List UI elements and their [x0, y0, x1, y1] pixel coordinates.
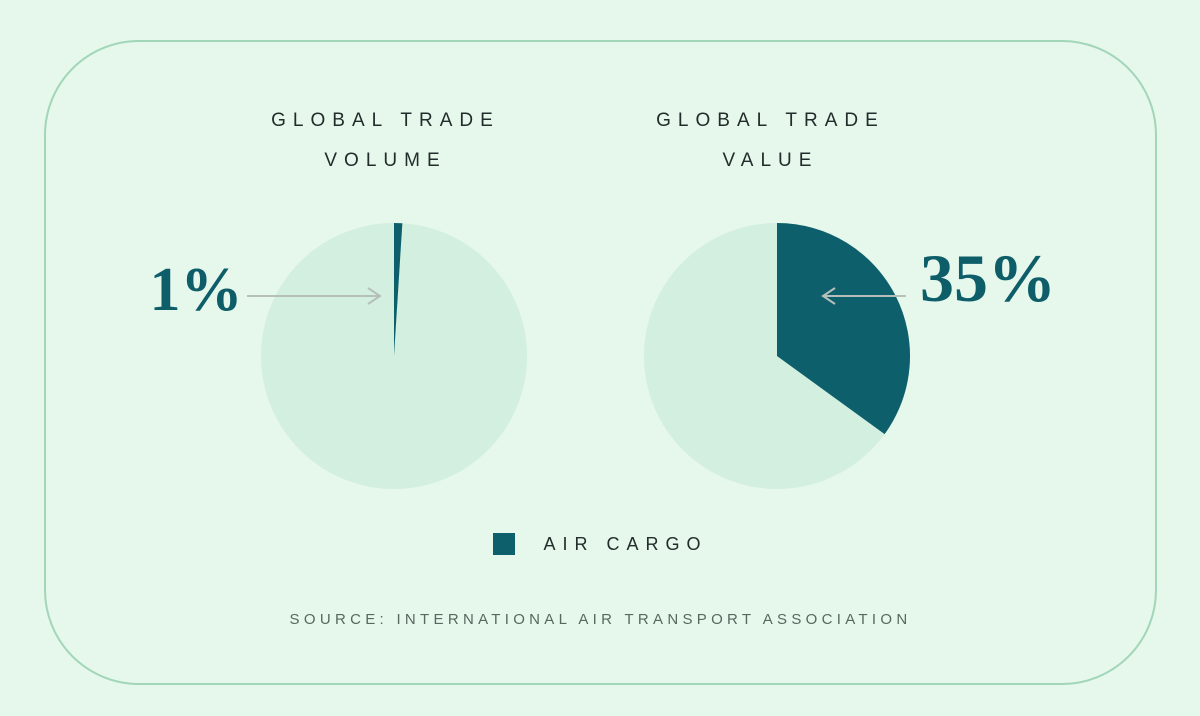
legend: AIR CARGO [44, 533, 1157, 555]
chart-title-volume: GLOBAL TRADE VOLUME [232, 101, 532, 181]
value-label-value: 35% [920, 240, 1056, 316]
arrow-right-icon [247, 287, 382, 305]
chart-title-line: VOLUME [324, 150, 447, 171]
chart-title-line: VALUE [722, 150, 819, 171]
rounded-border-frame [44, 40, 1157, 685]
chart-title-line: GLOBAL TRADE [271, 110, 500, 131]
chart-title-line: GLOBAL TRADE [656, 110, 885, 131]
pie-chart-value [644, 223, 910, 489]
pie-slice-air-cargo [777, 223, 910, 435]
value-label-volume: 1% [149, 256, 243, 324]
source-text: SOURCE: INTERNATIONAL AIR TRANSPORT ASSO… [289, 611, 912, 628]
pie-slice-air-cargo [394, 223, 403, 356]
legend-label: AIR CARGO [543, 533, 708, 554]
arrow-left-icon [821, 287, 906, 305]
chart-title-value: GLOBAL TRADE VALUE [617, 101, 917, 181]
legend-swatch-air-cargo [493, 533, 516, 555]
pie-chart-volume [261, 223, 527, 489]
